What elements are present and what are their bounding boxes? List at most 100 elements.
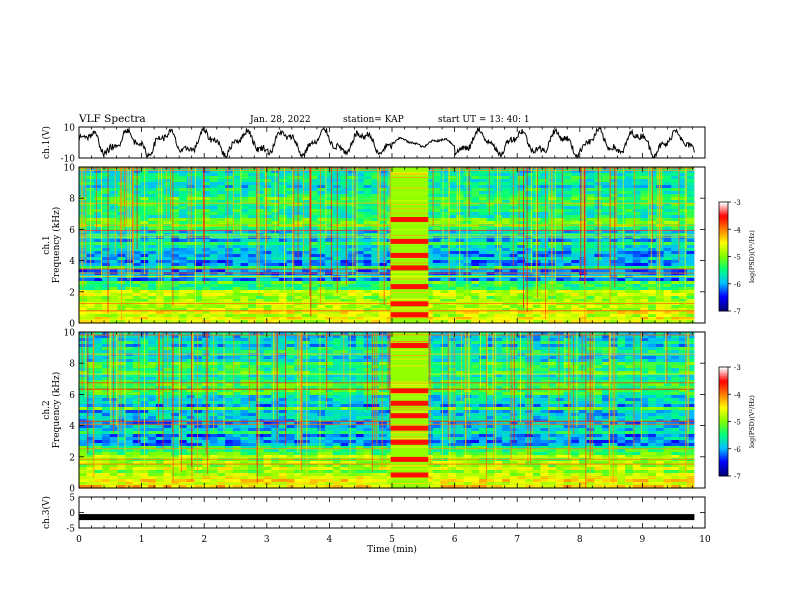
ch1-spectrogram-cell: [517, 176, 526, 180]
ch1-spectrogram-cell: [625, 209, 634, 213]
ch1-spectrogram-cell: [125, 299, 134, 303]
ch2-spectrogram-cell: [171, 332, 180, 336]
ch1-spectrogram-cell: [163, 248, 172, 252]
ch1-spectrogram-cell: [94, 308, 103, 312]
ch1-spectrogram-cell: [509, 248, 519, 252]
ch1-spectrogram-cell: [248, 248, 257, 252]
ch1-spectrogram-cell: [625, 170, 634, 174]
ch1-spectrogram-cell: [325, 197, 334, 201]
ch1-spectrogram-cell: [209, 290, 219, 294]
ch1-spectrogram-cell: [509, 317, 519, 321]
ch1-spectrogram-cell: [555, 230, 565, 234]
ch1-spectrogram-cell: [571, 257, 580, 261]
ch1-spectrogram-cell: [648, 278, 657, 282]
ch1-spectrogram-cell: [617, 266, 626, 270]
ch1-spectrogram-cell: [632, 269, 642, 273]
ch1-spectrogram-cell: [509, 308, 519, 312]
ch1-spectrogram-cell: [425, 308, 434, 312]
ch1-spectrogram-cell: [663, 227, 672, 231]
ch1-spectrogram-cell: [540, 251, 549, 255]
ch1-spectrogram-cell: [340, 245, 349, 249]
ch1-spectrogram-cell: [379, 251, 388, 255]
ch1-spectrogram-cell: [225, 188, 234, 192]
ch1-spectrogram-cell: [663, 317, 672, 321]
ch1-spectrogram-cell: [679, 296, 688, 300]
ch1-spectrogram-cell: [448, 203, 457, 207]
ch1-spectrogram-cell: [486, 182, 495, 186]
ch1-spectrogram-cell: [263, 215, 272, 219]
ch1-spectrogram-cell: [617, 206, 626, 210]
ch1-spectrogram-cell: [340, 200, 349, 204]
ch1-spectrogram-cell: [432, 212, 442, 216]
ch1-spectrogram-cell: [102, 218, 111, 222]
ch2-spectrogram-cell: [102, 446, 111, 450]
ch1-spectrogram-cell: [309, 179, 319, 183]
ch1-spectrogram-cell: [502, 185, 511, 189]
ch1-spectrogram-cell: [540, 281, 549, 285]
ch1-spectrogram-cell: [286, 245, 295, 249]
ch1-spectrogram-cell: [509, 188, 519, 192]
ch1-spectrogram-cell: [363, 296, 372, 300]
ch1-spectrogram-cell: [571, 263, 580, 267]
ch1-spectrogram-cell: [479, 182, 488, 186]
ch1-spectrogram-cell: [79, 305, 88, 309]
ch2-spectrogram-cell: [109, 380, 119, 384]
ch1-spectrogram-cell: [502, 218, 511, 222]
ch1-spectrogram-cell: [163, 221, 172, 225]
ch1-spectrogram-cell: [479, 194, 488, 198]
ch1-spectrogram-sferic: [548, 167, 550, 218]
ch1-spectrogram-cell: [263, 308, 272, 312]
ch1-spectrogram-cell: [194, 254, 203, 258]
ch1-spectrogram-cell: [571, 305, 580, 309]
ch1-spectrogram-cell: [202, 293, 211, 297]
ch1-spectrogram-cell: [248, 179, 257, 183]
ch1-spectrogram-cell: [325, 284, 334, 288]
ch1-spectrogram-cell: [371, 248, 380, 252]
ch2-spectrogram-cell: [125, 443, 134, 447]
ch1-spectrogram-cell: [517, 293, 526, 297]
ch1-spectrogram-cell: [517, 314, 526, 318]
ch1-spectrogram-cell: [286, 278, 295, 282]
ch1-spectrogram-cell: [271, 248, 280, 252]
ch2-spectrogram-cell: [163, 425, 172, 429]
ch1-spectrogram-cell: [663, 242, 672, 246]
ch1-spectrogram-cell: [640, 260, 649, 264]
ch1-spectrogram-cell: [155, 206, 165, 210]
ch1-spectrogram-cell: [525, 263, 534, 267]
ch1-spectrogram-cell: [432, 281, 442, 285]
ch1-spectrogram-cell: [240, 212, 249, 216]
ch1-spectrogram-cell: [209, 212, 219, 216]
ch1-spectrogram-cell: [102, 266, 111, 270]
ch1-spectrogram-cell: [186, 308, 195, 312]
ch1-spectrogram-cell: [302, 251, 311, 255]
ch1-spectrogram-cell: [671, 257, 680, 261]
ch1-spectrogram-sferic: [615, 167, 617, 227]
ch1-spectrogram-cell: [148, 224, 157, 228]
ch1-spectrogram-cell: [363, 197, 372, 201]
ch1-spectrogram-cell: [579, 272, 588, 276]
ch2-spectrogram-cell: [155, 470, 165, 474]
ch2-spectrogram-cell: [148, 437, 157, 441]
ch1-spectrogram-cell: [663, 290, 672, 294]
ch2-spectrogram-cell: [117, 350, 126, 354]
ch2-spectrogram-cell: [155, 449, 165, 453]
ch2-spectrogram-cell: [94, 374, 103, 378]
ch1-spectrogram-cell: [525, 296, 534, 300]
ch1-spectrogram-cell: [640, 287, 649, 291]
ch1-spectrogram-cell: [125, 308, 134, 312]
ch1-spectrogram-cell: [271, 311, 280, 315]
ch1-spectrogram-cell: [509, 191, 519, 195]
ch1-spectrogram-cell: [209, 254, 219, 258]
ch1-spectrogram-cell: [671, 182, 680, 186]
ch1-spectrogram-cell: [202, 215, 211, 219]
ch1-spectrogram-cell: [540, 293, 549, 297]
ch1-spectrogram-cell: [240, 236, 249, 240]
ch2-spectrogram-cell: [148, 392, 157, 396]
ch1-spectrogram-cell: [425, 200, 434, 204]
ch1-spectrogram-cell: [632, 209, 642, 213]
ch1-spectrogram-cell: [155, 320, 165, 324]
ch1-spectrogram-cell: [125, 221, 134, 225]
ch1-spectrogram-cell: [225, 242, 234, 246]
ch1-spectrogram-cell: [340, 269, 349, 273]
ch1-spectrogram-cell: [209, 266, 219, 270]
